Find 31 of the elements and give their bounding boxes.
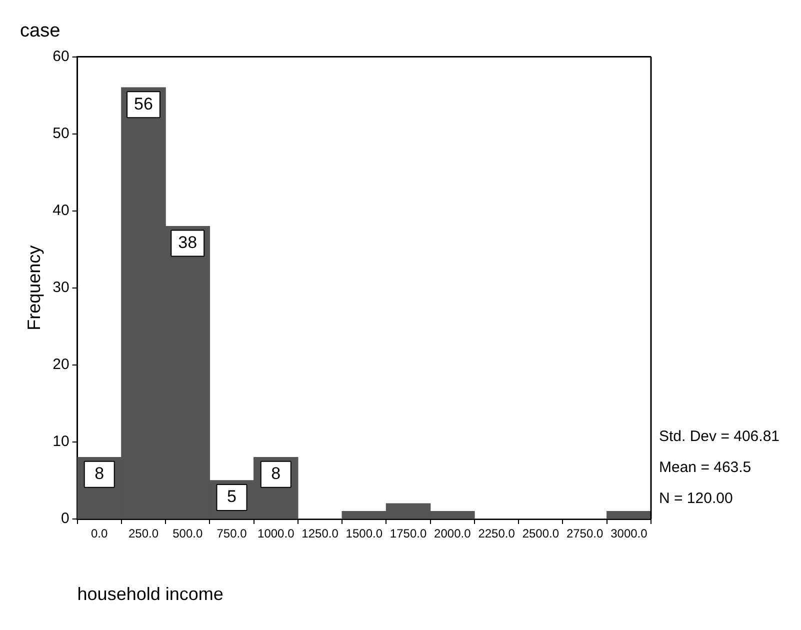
text: Mean = 463.5 [659,459,752,476]
x-tick-label: 1750.0 [390,526,427,541]
x-tick-label: 1250.0 [302,526,339,541]
x-tick-label: 1000.0 [258,526,295,541]
text: N = 120.00 [659,490,733,508]
data-label: 38 [178,232,198,252]
x-axis-title: household income [77,584,224,604]
data-label: 8 [94,464,104,484]
x-tick-label: 2750.0 [566,526,604,541]
x-tick-label: 2500.0 [522,526,560,541]
y-tick-label: 30 [52,279,70,296]
x-tick-label: 2250.0 [478,526,516,541]
x-tick-label: 250.0 [128,526,159,541]
y-axis-title: Frequency [24,245,44,330]
chart-title: case [20,20,60,42]
y-tick-label: 10 [52,433,70,450]
x-tick-label: 0.0 [91,526,108,541]
x-tick-label: 2000.0 [434,526,472,541]
x-tick-label: 1500.0 [346,526,383,541]
x-tick-label: 3000.0 [610,526,648,541]
y-tick-label: 0 [60,510,70,528]
y-tick-label: 40 [52,202,70,220]
y-tick-label: 50 [52,124,70,142]
data-label: 5 [227,487,236,506]
y-tick-label: 20 [52,356,70,374]
data-label: 56 [134,94,153,114]
data-label: 8 [271,464,281,484]
x-tick-label: 500.0 [172,526,203,541]
y-tick-label: 60 [52,48,70,65]
text: Std. Dev = 406.81 [659,428,780,446]
x-tick-label: 750.0 [216,526,248,541]
